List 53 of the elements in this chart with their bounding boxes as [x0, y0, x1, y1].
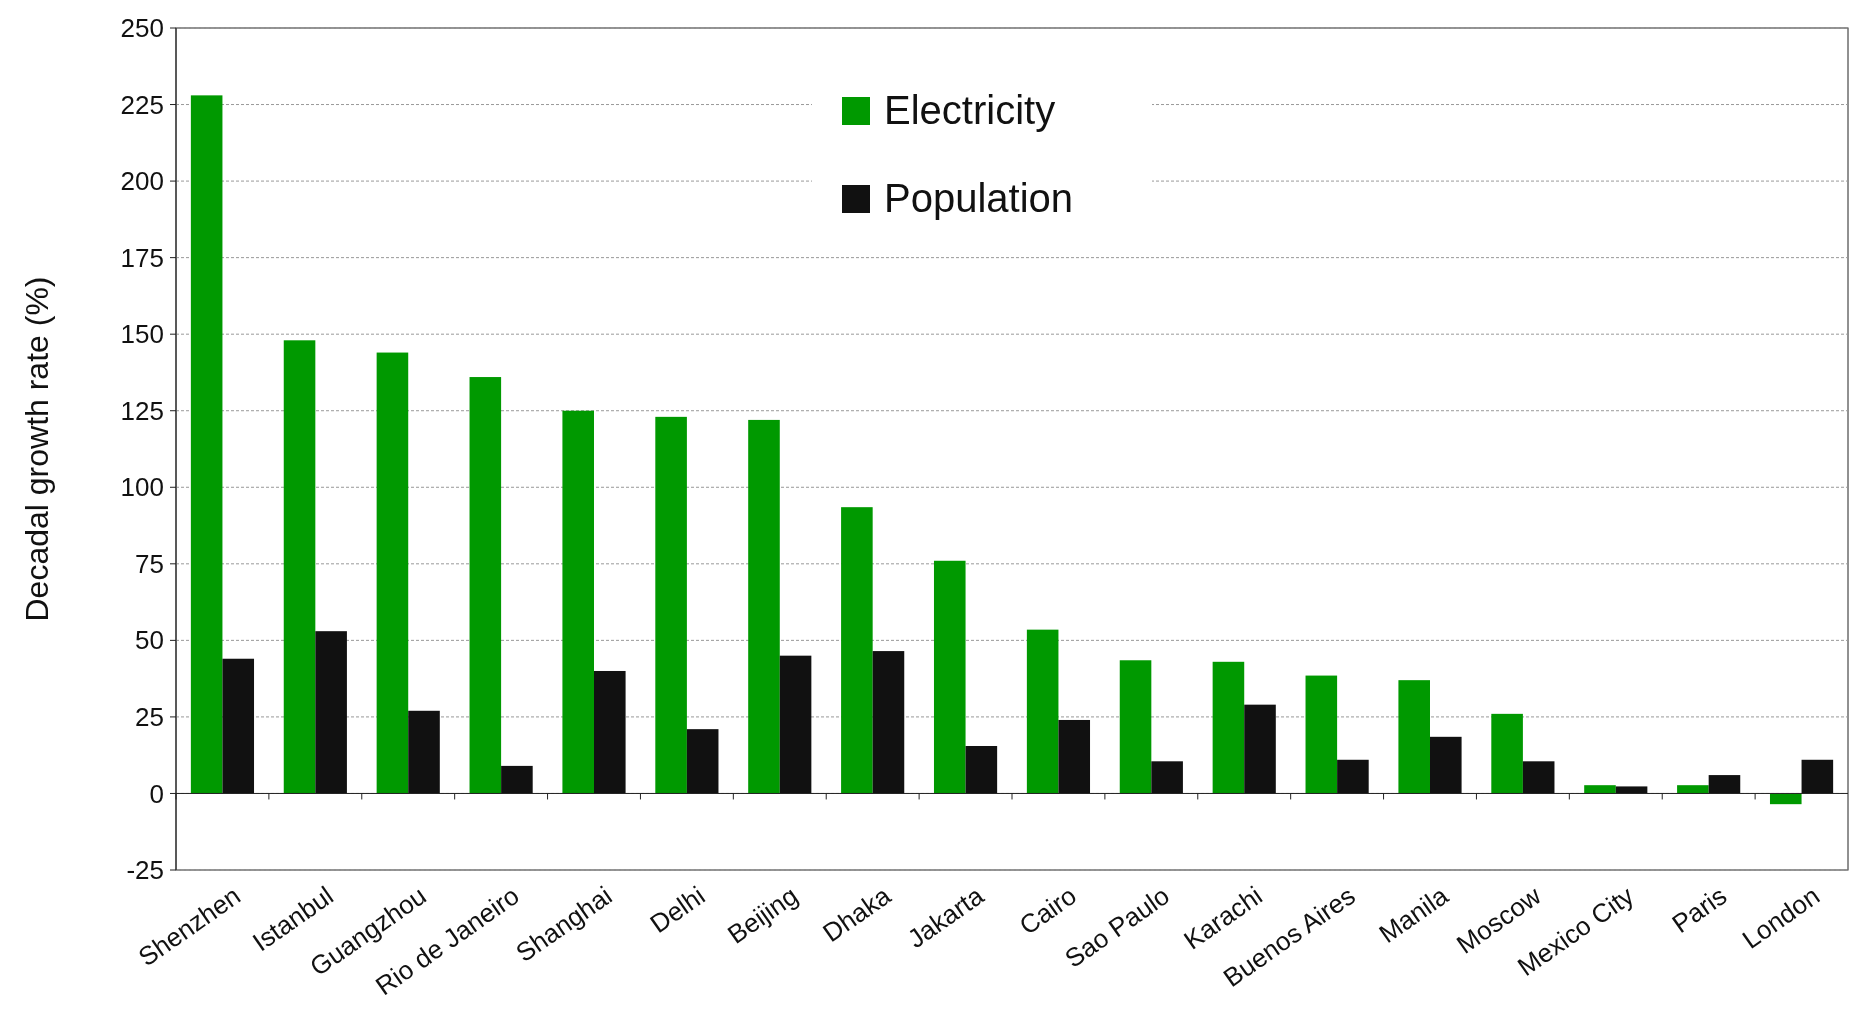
bar — [1615, 786, 1648, 794]
bar — [1026, 629, 1059, 794]
bar — [501, 765, 533, 794]
legend-label: Electricity — [884, 88, 1056, 132]
y-tick-label: 75 — [135, 548, 164, 579]
x-tick-label: Cairo — [1013, 880, 1082, 941]
bar — [1801, 759, 1834, 794]
bar — [222, 658, 255, 794]
y-tick-label: 200 — [120, 166, 164, 197]
y-tick-label: 25 — [135, 702, 164, 733]
bar — [872, 651, 905, 794]
y-tick-label: 175 — [120, 242, 164, 273]
bar — [283, 340, 316, 794]
bar — [1677, 785, 1709, 794]
bar — [1430, 736, 1462, 794]
y-tick-label: 250 — [120, 13, 164, 44]
y-tick-label: 125 — [120, 395, 164, 426]
bar — [655, 416, 687, 794]
bar — [190, 95, 223, 794]
bar — [1244, 704, 1276, 794]
bar — [594, 670, 626, 794]
bar — [1584, 785, 1616, 794]
bar — [1522, 761, 1555, 794]
bar — [779, 655, 812, 794]
bar — [408, 710, 440, 794]
bar — [1337, 759, 1369, 794]
bar — [1119, 660, 1152, 794]
bar — [562, 410, 594, 794]
bar — [1212, 661, 1245, 794]
bar — [1305, 675, 1338, 794]
bar — [1769, 793, 1802, 805]
bar — [965, 746, 998, 794]
bar — [1708, 775, 1741, 794]
bar — [315, 631, 347, 794]
bar — [748, 419, 780, 794]
bar — [933, 560, 966, 794]
y-axis-title: Decadal growth rate (%) — [19, 276, 55, 622]
y-tick-label: 150 — [120, 319, 164, 350]
bar — [1058, 719, 1091, 794]
y-tick-label: -25 — [126, 855, 164, 886]
bar — [1151, 761, 1183, 794]
bar — [469, 377, 502, 794]
x-tick-label: Paris — [1666, 880, 1733, 939]
y-tick-label: 100 — [120, 472, 164, 503]
bar — [1398, 680, 1430, 794]
bar — [686, 729, 719, 794]
y-tick-label: 50 — [135, 625, 164, 656]
y-tick-label: 0 — [149, 778, 164, 809]
y-tick-label: 225 — [120, 89, 164, 120]
legend-label: Population — [884, 176, 1074, 220]
bar — [1491, 713, 1523, 794]
bar — [376, 352, 409, 794]
bar — [841, 507, 873, 794]
